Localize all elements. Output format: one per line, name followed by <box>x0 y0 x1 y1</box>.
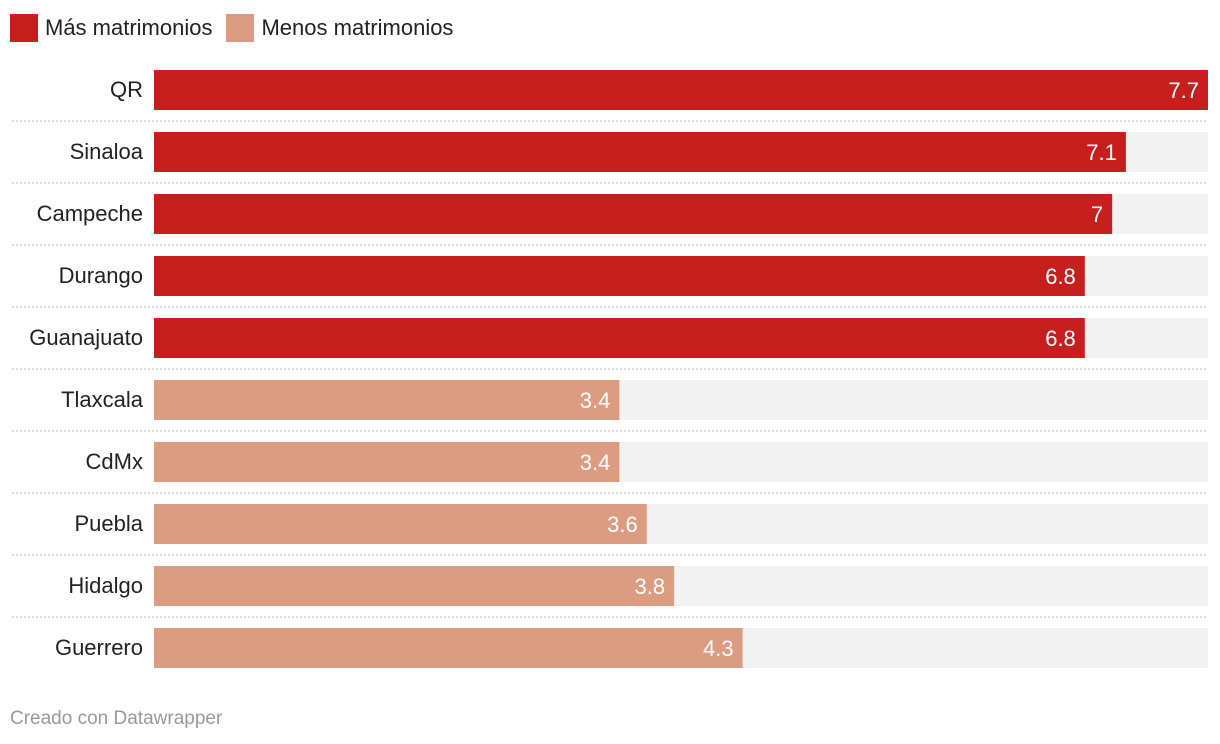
category-label: Campeche <box>37 201 143 226</box>
bar <box>154 132 1126 172</box>
value-label: 6.8 <box>1045 326 1076 351</box>
value-label: 7.7 <box>1168 78 1199 103</box>
bar-chart: QR 7.7 Sinaloa 7.1 Campeche 7 Durango 6.8 Guanaj… <box>12 70 1208 668</box>
value-label: 7 <box>1091 202 1103 227</box>
value-label: 3.6 <box>607 512 638 537</box>
category-label: CdMx <box>86 449 143 474</box>
category-label: Guerrero <box>55 635 143 660</box>
value-label: 3.4 <box>580 450 611 475</box>
bar <box>154 628 743 668</box>
bar <box>154 194 1113 234</box>
category-label: QR <box>110 77 143 102</box>
value-label: 6.8 <box>1045 264 1076 289</box>
legend: Más matrimonios Menos matrimonios <box>10 14 467 42</box>
legend-label: Menos matrimonios <box>261 15 454 40</box>
value-label: 3.8 <box>635 574 666 599</box>
legend-item-mas: Más matrimonios <box>10 14 212 42</box>
value-label: 4.3 <box>703 636 734 661</box>
category-label: Tlaxcala <box>61 387 144 412</box>
legend-swatch <box>10 14 38 42</box>
value-label: 3.4 <box>580 388 611 413</box>
category-label: Guanajuato <box>29 325 143 350</box>
category-label: Sinaloa <box>70 139 144 164</box>
category-label: Hidalgo <box>68 573 143 598</box>
bar <box>154 504 647 544</box>
legend-item-menos: Menos matrimonios <box>226 14 453 42</box>
legend-label: Más matrimonios <box>45 15 213 40</box>
legend-swatch <box>226 14 255 42</box>
category-label: Puebla <box>74 511 143 536</box>
bar <box>154 256 1085 296</box>
category-label: Durango <box>59 263 143 288</box>
bar <box>154 566 675 606</box>
bar <box>154 318 1085 358</box>
bar <box>154 70 1208 110</box>
bar <box>154 380 620 420</box>
bar <box>154 442 620 482</box>
value-label: 7.1 <box>1086 140 1117 165</box>
footer-credit: Creado con Datawrapper <box>10 708 223 729</box>
